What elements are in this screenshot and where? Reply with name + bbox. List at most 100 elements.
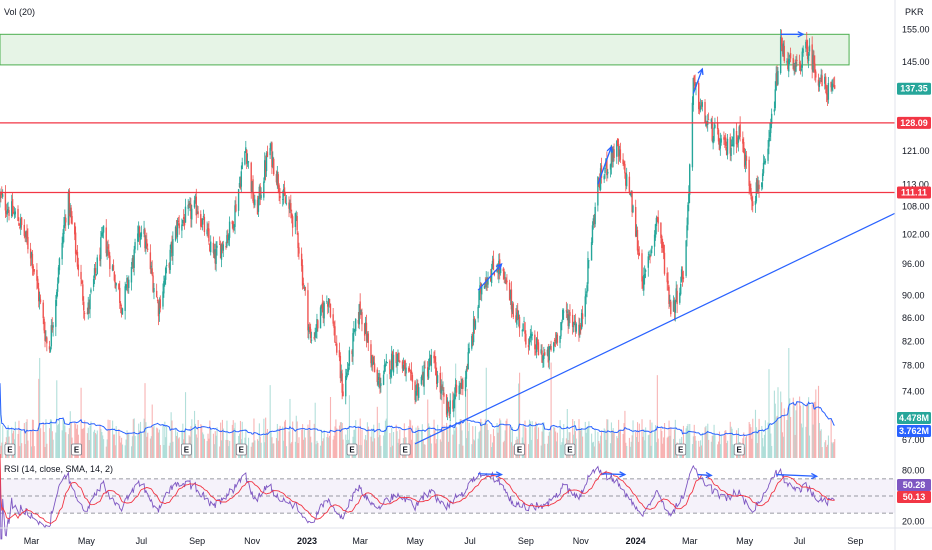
candle-body (593, 220, 595, 224)
candle-body (13, 212, 16, 216)
volume-bar (169, 442, 171, 458)
rsi-line (0, 453, 835, 540)
candle-body (228, 235, 230, 241)
earnings-marker[interactable]: E (675, 443, 687, 456)
volume-bar (320, 445, 322, 458)
candle-body (209, 243, 211, 251)
candle-body (379, 377, 381, 388)
volume-bar (403, 423, 405, 458)
volume-bar (366, 422, 368, 458)
volume-bar (799, 396, 801, 458)
candle-body (184, 206, 187, 223)
candle-body (69, 209, 71, 214)
candle-body (798, 62, 801, 64)
candle-body (17, 208, 19, 221)
candle-body (833, 85, 836, 89)
volume-bar (239, 420, 242, 458)
candle-body (554, 339, 557, 344)
volume-bar (171, 420, 173, 458)
volume-bar (272, 443, 274, 458)
level-price-badge-text: 111.11 (901, 188, 927, 198)
volume-bar (786, 419, 788, 458)
candle-body (157, 302, 160, 317)
candle-body (805, 41, 807, 49)
candle-body (474, 320, 477, 329)
candle-body (796, 59, 798, 62)
level-price-badge: 128.09 (897, 116, 931, 129)
earnings-marker[interactable]: E (71, 443, 82, 456)
candle-body (115, 282, 117, 286)
candle-body (146, 239, 148, 247)
volume-indicator-label[interactable]: Vol (20) (4, 7, 35, 17)
candle-body (824, 76, 827, 89)
candle-body (172, 239, 174, 256)
earnings-marker[interactable]: E (514, 443, 525, 456)
earnings-marker[interactable]: E (346, 443, 358, 456)
volume-bar (663, 437, 665, 458)
candle-body (416, 383, 418, 392)
earnings-marker[interactable]: E (235, 443, 247, 456)
volume-bar (294, 441, 296, 458)
volume-bar (134, 435, 136, 458)
volume-bar (833, 441, 835, 458)
candle-body (548, 346, 550, 361)
volume-bar (157, 432, 160, 458)
candle-body (76, 251, 79, 267)
trend-arrow-head (495, 262, 503, 271)
volume-bar (549, 429, 551, 458)
earnings-marker[interactable]: E (4, 443, 16, 456)
candle-body (307, 290, 309, 331)
candle-body (317, 320, 319, 329)
volume-bar (149, 438, 151, 458)
candle-body (327, 303, 329, 307)
earnings-marker[interactable]: E (733, 443, 745, 456)
earnings-marker[interactable]: E (399, 443, 411, 456)
earnings-marker[interactable]: E (180, 443, 192, 456)
candle-body (647, 256, 649, 268)
candle-body (511, 305, 514, 312)
candle-body (562, 309, 564, 320)
candle-body (195, 196, 197, 216)
candle-body (5, 210, 8, 214)
volume-bar (777, 387, 779, 458)
volume-bar (480, 418, 482, 458)
volume-bar (824, 442, 826, 458)
candle-body (745, 155, 748, 161)
volume-bar (80, 387, 82, 458)
volume-bar (50, 419, 52, 458)
volume-bar (666, 437, 668, 458)
volume-bar (62, 419, 64, 458)
time-tick-label: 2023 (297, 536, 317, 546)
earnings-marker[interactable]: E (564, 443, 576, 456)
rsi-indicator-label[interactable]: RSI (14, close, SMA, 14, 2) (4, 464, 113, 474)
volume-bar (263, 418, 265, 458)
volume-bar (124, 445, 126, 458)
candle-body (246, 160, 249, 163)
volume-bar (629, 446, 631, 458)
candle-body (827, 82, 830, 100)
candle-body (705, 123, 707, 126)
volume-bar (830, 419, 832, 458)
volume-bar (574, 431, 576, 458)
candle-body (63, 225, 65, 234)
price-tick-label: 74.00 (902, 387, 925, 397)
candle-body (643, 273, 646, 278)
candle-body (51, 325, 53, 330)
volume-bar (472, 426, 474, 458)
candle-body (467, 352, 469, 370)
candle-body (535, 338, 538, 352)
candle-body (644, 269, 647, 272)
time-tick-label: Mar (24, 536, 40, 546)
candle-body (616, 140, 618, 157)
candle-body (433, 355, 435, 359)
volume-bar (74, 422, 76, 458)
volume-bar (440, 441, 442, 458)
candle-body (228, 221, 231, 238)
candle-body (56, 283, 59, 292)
candle-body (660, 222, 662, 239)
volume-bar (631, 435, 633, 458)
candle-body (338, 350, 341, 358)
volume-bar (537, 427, 540, 458)
volume-bar (800, 423, 802, 458)
